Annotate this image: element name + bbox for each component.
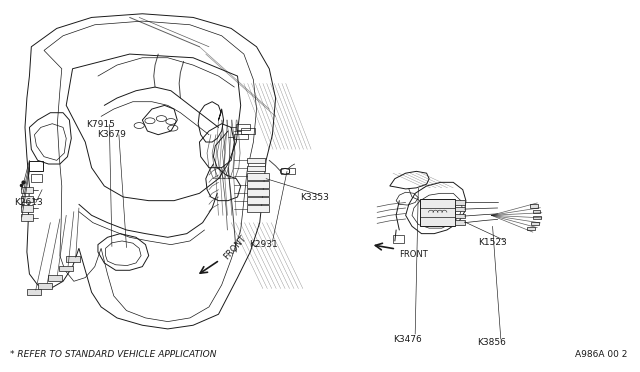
Bar (531, 222, 538, 225)
Text: K2931: K2931 (249, 240, 278, 249)
Bar (531, 205, 538, 208)
Bar (281, 169, 294, 174)
Bar (455, 214, 465, 218)
Bar (247, 173, 269, 180)
Bar (247, 198, 269, 204)
Bar (241, 128, 255, 134)
Bar (455, 200, 465, 205)
Bar (38, 283, 52, 289)
Bar (20, 196, 33, 202)
Text: * REFER TO STANDARD VEHICLE APPLICATION: * REFER TO STANDARD VEHICLE APPLICATION (10, 350, 217, 359)
Bar (420, 199, 455, 226)
Bar (247, 181, 269, 188)
Text: K3476: K3476 (393, 335, 422, 344)
Text: K2613: K2613 (14, 198, 43, 207)
Text: K3353: K3353 (300, 193, 328, 202)
Bar (247, 158, 265, 163)
Bar (455, 221, 465, 225)
Bar (527, 227, 534, 230)
Text: K3679: K3679 (97, 130, 125, 139)
Bar (532, 210, 540, 214)
Bar (247, 189, 269, 196)
Bar (20, 187, 33, 193)
Bar (455, 207, 465, 211)
Text: FRONT: FRONT (221, 234, 248, 261)
Bar (20, 214, 33, 221)
Bar (393, 235, 404, 243)
Text: K3856: K3856 (477, 339, 506, 347)
Bar (236, 125, 250, 130)
Bar (27, 289, 41, 295)
Text: K1523: K1523 (479, 238, 508, 247)
Text: K7915: K7915 (86, 120, 115, 129)
Bar (234, 134, 248, 140)
Bar (29, 161, 44, 171)
Bar (31, 174, 42, 182)
Bar (533, 216, 541, 219)
Bar (20, 205, 33, 212)
Bar (49, 275, 63, 280)
Text: FRONT: FRONT (399, 250, 428, 259)
Bar (247, 205, 269, 212)
Bar (247, 166, 265, 171)
Bar (66, 256, 80, 262)
Text: A986A 00 2: A986A 00 2 (575, 350, 628, 359)
Bar (59, 266, 72, 272)
